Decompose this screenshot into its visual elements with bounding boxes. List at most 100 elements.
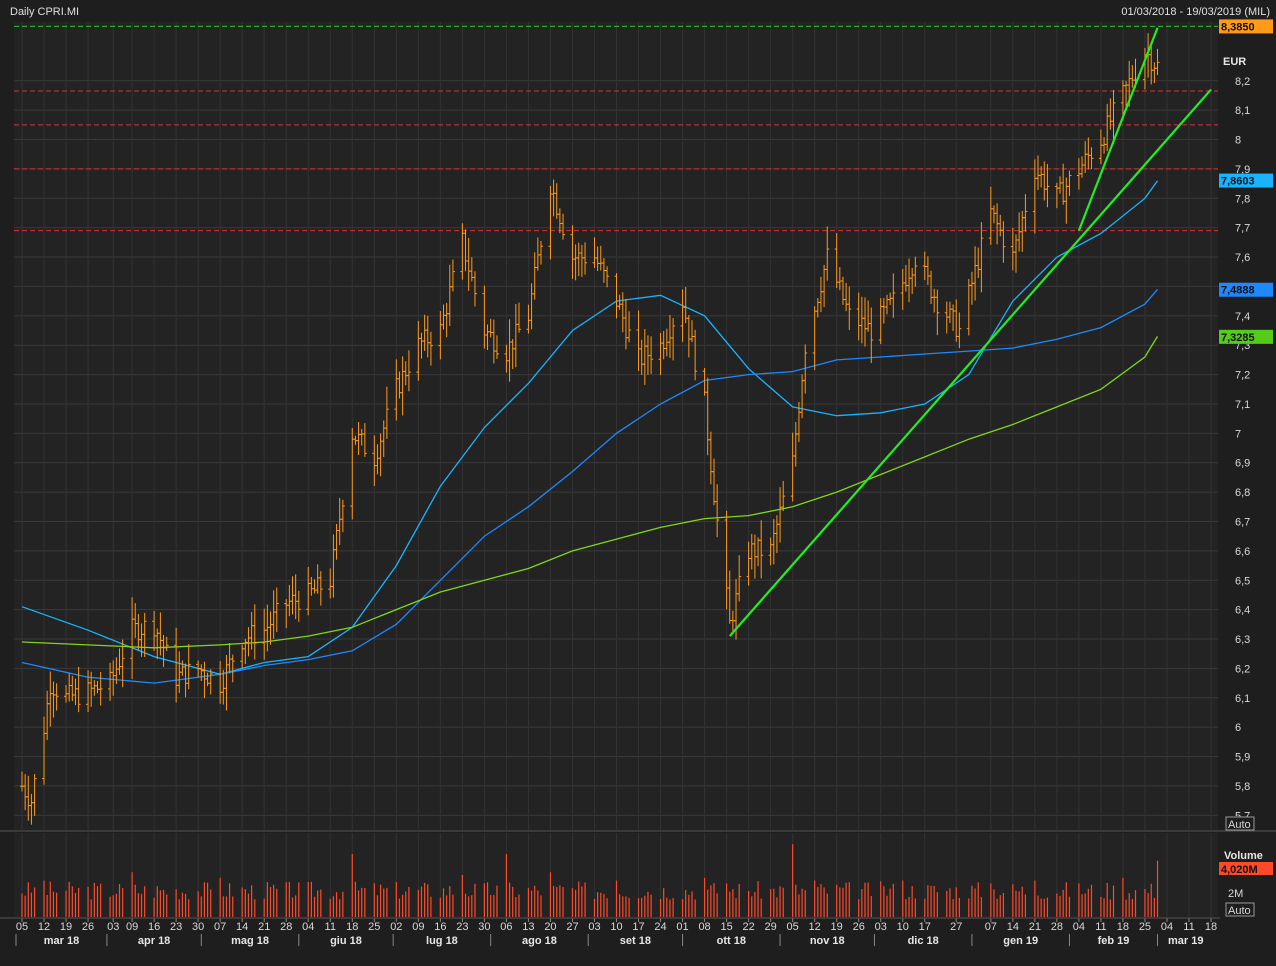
ohlc-bar [1111, 90, 1116, 145]
x-tick-label: 08 [698, 921, 710, 933]
date-range-label: 01/03/2018 - 19/03/2019 (MIL) [1121, 6, 1270, 18]
ohlc-bar [98, 671, 103, 706]
x-tick-label: 12 [38, 921, 50, 933]
horizontal-levels [14, 25, 1218, 232]
x-axis: 05 12 19 26 03 09 16 23 30 07 14 21 28 04 11 18 25 02 09 16… [15, 918, 1217, 947]
price-tag-label: 7,8603 [1221, 176, 1255, 188]
moving-averages [21, 180, 1159, 684]
x-tick-label: 13 [522, 921, 534, 933]
ohlc-bar [340, 499, 345, 533]
x-tick-label: 26 [82, 921, 94, 933]
ohlc-bar [583, 242, 588, 275]
ohlc-bar [869, 307, 874, 364]
x-tick-label: 21 [258, 921, 270, 933]
ohlc-bar [120, 639, 125, 688]
x-tick-label: 04 [302, 921, 314, 933]
x-tick-label: 06 [500, 921, 512, 933]
ohlc-bar [913, 256, 918, 287]
y-tick-label: 5,9 [1235, 752, 1250, 764]
ohlc-bar [1067, 170, 1072, 196]
y-tick-label: 6 [1235, 722, 1241, 734]
x-tick-label: 10 [897, 921, 909, 933]
x-tick-label: 26 [853, 921, 865, 933]
price-tag-label: 8,3850 [1221, 21, 1255, 33]
x-tick-label: 09 [412, 921, 424, 933]
ohlc-bar [1155, 48, 1160, 76]
ohlc-bar [164, 636, 169, 652]
ohlc-bar [891, 273, 896, 318]
ohlc-bar [847, 286, 852, 330]
ohlc-bar [671, 318, 676, 361]
price-bars [20, 33, 1160, 825]
month-label: gen 19 [1003, 935, 1038, 947]
x-tick-label: 14 [1007, 921, 1019, 933]
ohlc-bar [825, 226, 830, 281]
month-label: ott 18 [717, 935, 746, 947]
x-tick-label: 25 [1139, 921, 1151, 933]
price-tag [1219, 19, 1273, 34]
moving-average-line [21, 336, 1159, 649]
x-tick-label: 02 [390, 921, 402, 933]
ohlc-bar [605, 266, 610, 288]
trend-lines [728, 27, 1212, 637]
chart-title: Daily CPRI.MI [10, 6, 80, 18]
month-label: apr 18 [138, 935, 170, 947]
trend-line [1077, 27, 1159, 232]
ohlc-bar [362, 423, 367, 457]
y-tick-label: 7,1 [1235, 399, 1250, 411]
month-label: set 18 [620, 935, 651, 947]
trend-line [728, 88, 1212, 637]
month-label: nov 18 [810, 935, 845, 947]
x-tick-label: 05 [787, 921, 799, 933]
ohlc-bar [1001, 221, 1006, 263]
x-tick-label: 18 [1117, 921, 1129, 933]
y-tick-label: 7,4 [1235, 311, 1250, 323]
ohlc-bar [561, 213, 566, 240]
ohlc-bar [935, 289, 940, 336]
x-tick-label: 19 [831, 921, 843, 933]
x-tick-label: 24 [654, 921, 666, 933]
ohlc-bar [428, 331, 433, 366]
ohlc-bar [406, 350, 411, 392]
ohlc-bar [54, 683, 59, 711]
price-auto-button[interactable] [1225, 816, 1255, 831]
x-tick-label: 23 [456, 921, 468, 933]
y-tick-label: 6,6 [1235, 546, 1250, 558]
ohlc-bar [230, 654, 235, 683]
x-tick-label: 22 [742, 921, 754, 933]
y-tick-label: 5,8 [1235, 781, 1250, 793]
y-tick-label: 7,7 [1235, 223, 1250, 235]
x-tick-label: 04 [1073, 921, 1085, 933]
volume-auto-button[interactable] [1225, 902, 1255, 917]
price-auto-label[interactable]: Auto [1228, 819, 1251, 831]
moving-average-line [21, 180, 1159, 675]
price-tag-label: 7,3285 [1221, 332, 1255, 344]
x-tick-label: 30 [192, 921, 204, 933]
x-tick-label: 03 [107, 921, 119, 933]
ohlc-bar [76, 666, 81, 713]
ohlc-bar [715, 484, 720, 538]
month-label: giu 18 [330, 935, 362, 947]
volume-bars [21, 844, 1159, 917]
x-tick-label: 16 [434, 921, 446, 933]
ohlc-bar [384, 386, 389, 439]
y-tick-label: 8 [1235, 135, 1241, 147]
month-label: mag 18 [231, 935, 269, 947]
ohlc-bar [208, 669, 213, 695]
month-label: ago 18 [522, 935, 557, 947]
y-tick-label: 6,1 [1235, 693, 1250, 705]
y-tick-label: 8,1 [1235, 105, 1250, 117]
ohlc-bar [759, 520, 764, 579]
volume-auto-label[interactable]: Auto [1228, 905, 1251, 917]
x-tick-label: 21 [1029, 921, 1041, 933]
y-tick-label: 7,2 [1235, 370, 1250, 382]
x-tick-label: 20 [544, 921, 556, 933]
x-tick-label: 17 [919, 921, 931, 933]
x-tick-label: 07 [214, 921, 226, 933]
ohlc-bar [957, 312, 962, 349]
unit-label: EUR [1223, 56, 1246, 68]
price-tag [1219, 329, 1273, 344]
price-tag-label: 7,4888 [1221, 285, 1255, 297]
y-tick-label: 7,6 [1235, 252, 1250, 264]
